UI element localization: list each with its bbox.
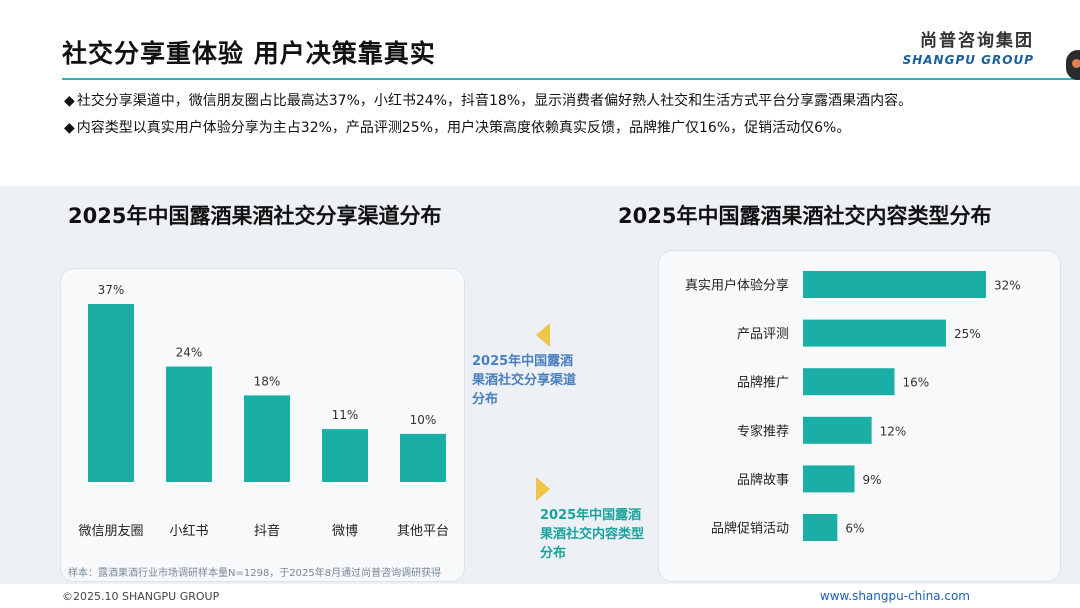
arrow-left-icon <box>536 323 550 347</box>
bullet-text: 内容类型以真实用户体验分享为主占32%，产品评测25%，用户决策高度依赖真实反馈… <box>76 120 851 136</box>
website-link[interactable]: www.shangpu-china.com <box>819 589 970 603</box>
right-chart-callout: 2025年中国露酒果酒社交内容类型分布 <box>540 508 645 561</box>
bar-4 <box>400 433 446 482</box>
bar-2 <box>244 395 290 482</box>
bar-value-label: 6% <box>845 522 864 536</box>
avatar-icon <box>1066 50 1080 80</box>
bullet-text: 社交分享渠道中，微信朋友圈占比最高达37%，小红书24%，抖音18%，显示消费者… <box>76 93 913 109</box>
bar-value-label: 10% <box>410 413 437 427</box>
bar-0 <box>88 304 134 482</box>
category-label: 专家推荐 <box>737 423 789 439</box>
bar-value-label: 16% <box>903 376 930 390</box>
bar-5 <box>803 514 838 541</box>
bar-2 <box>803 368 895 396</box>
left-chart-callout: 2025年中国露酒果酒社交分享渠道分布 <box>472 354 577 407</box>
bar-4 <box>803 465 855 493</box>
arrow-right-icon <box>536 477 550 501</box>
bar-value-label: 37% <box>98 283 125 297</box>
page-title: 社交分享重体验 用户决策靠真实 <box>62 39 436 68</box>
bar-value-label: 9% <box>862 473 881 487</box>
left-chart-title: 2025年中国露酒果酒社交分享渠道分布 <box>68 204 442 228</box>
header-divider <box>62 78 1080 80</box>
category-label: 小红书 <box>169 523 208 539</box>
bar-value-label: 11% <box>332 408 359 422</box>
category-label: 抖音 <box>254 523 280 539</box>
diamond-bullet-icon: ◆ <box>64 93 75 109</box>
brand-logo: 尚普咨询集团 SHANGPU GROUP <box>903 26 1034 67</box>
category-label: 品牌推广 <box>737 375 789 391</box>
brand-name-cn: 尚普咨询集团 <box>920 31 1034 51</box>
bullet-item: ◆ 社交分享渠道中，微信朋友圈占比最高达37%，小红书24%，抖音18%，显示消费… <box>64 88 912 115</box>
diamond-bullet-icon: ◆ <box>64 120 75 136</box>
copyright: ©2025.10 SHANGPU GROUP <box>62 590 220 603</box>
category-label: 真实用户体验分享 <box>685 278 789 294</box>
bar-value-label: 32% <box>994 279 1021 293</box>
sample-note: 样本：露酒果酒行业市场调研样本量N=1298，于2025年8月通过尚普咨询调研获… <box>68 568 442 579</box>
right-chart-title: 2025年中国露酒果酒社交内容类型分布 <box>618 204 992 228</box>
category-label: 其他平台 <box>397 524 449 539</box>
content-type-bar-chart: 真实用户体验分享 32% 产品评测 25% 品牌推广 16% 专家推荐 12% 品牌故事 9% 品牌… <box>685 271 1021 541</box>
bar-value-label: 24% <box>176 346 203 360</box>
brand-name-en: SHANGPU GROUP <box>902 53 1034 67</box>
bar-3 <box>322 429 368 482</box>
category-label: 品牌故事 <box>737 472 789 488</box>
bar-value-label: 12% <box>880 424 907 438</box>
category-label: 微博 <box>332 524 358 539</box>
bar-value-label: 18% <box>254 374 281 388</box>
bar-0 <box>803 271 986 298</box>
summary-bullets: ◆ 社交分享渠道中，微信朋友圈占比最高达37%，小红书24%，抖音18%，显示消费… <box>64 88 912 142</box>
bar-1 <box>803 319 946 347</box>
right-chart-card <box>658 250 1061 582</box>
bar-value-label: 25% <box>954 327 981 341</box>
category-label: 产品评测 <box>737 327 789 342</box>
category-label: 品牌促销活动 <box>711 521 789 537</box>
category-label: 微信朋友圈 <box>78 523 143 539</box>
bullet-item: ◆ 内容类型以真实用户体验分享为主占32%，产品评测25%，用户决策高度依赖真实反… <box>64 115 912 142</box>
bar-1 <box>166 366 212 482</box>
bar-3 <box>803 416 872 444</box>
channel-bar-chart: 37% 微信朋友圈 24% 小红书 18% 抖音 11% 微博 10% 其他平台 <box>78 283 449 539</box>
